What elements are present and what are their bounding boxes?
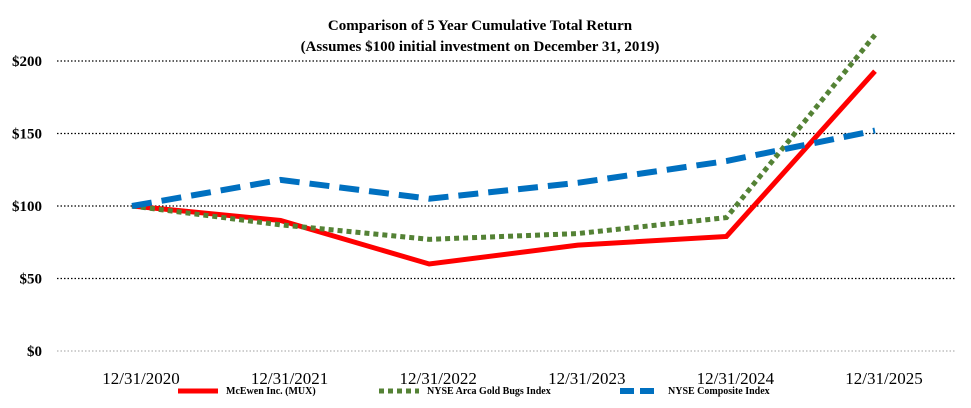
y-tick-label: $150 [12,127,42,143]
legend: McEwen Inc. (MUX) NYSE Arca Gold Bugs Ind… [178,386,770,397]
chart-subtitle: (Assumes $100 initial investment on Dece… [301,39,660,55]
series-line-nyse-composite-index [131,127,876,209]
gridlines [57,60,955,352]
x-tick-label: 12/31/2020 [102,369,179,388]
y-tick-label: $50 [20,272,43,288]
legend-label: NYSE Arca Gold Bugs Index [427,386,551,397]
x-tick-label: 12/31/2024 [697,369,775,388]
series-line-mcewen-inc-mux [131,69,877,267]
legend-label: NYSE Composite Index [668,386,770,397]
y-tick-label: $200 [12,54,42,70]
y-axis-ticks: $0 $50 $100 $150 $200 [12,54,42,360]
legend-label: McEwen Inc. (MUX) [226,386,316,397]
series-line-nyse-arca-gold-bugs-index [131,33,877,242]
y-tick-label: $100 [12,199,42,215]
chart-title: Comparison of 5 Year Cumulative Total Re… [328,18,633,34]
x-tick-label: 12/31/2025 [845,369,922,388]
x-tick-label: 12/31/2022 [399,369,476,388]
series-lines [131,33,877,267]
x-tick-label: 12/31/2023 [548,369,625,388]
y-tick-label: $0 [27,344,42,360]
x-tick-label: 12/31/2021 [251,369,328,388]
x-axis-ticks: 12/31/2020 12/31/2021 12/31/2022 12/31/2023… [102,369,922,388]
